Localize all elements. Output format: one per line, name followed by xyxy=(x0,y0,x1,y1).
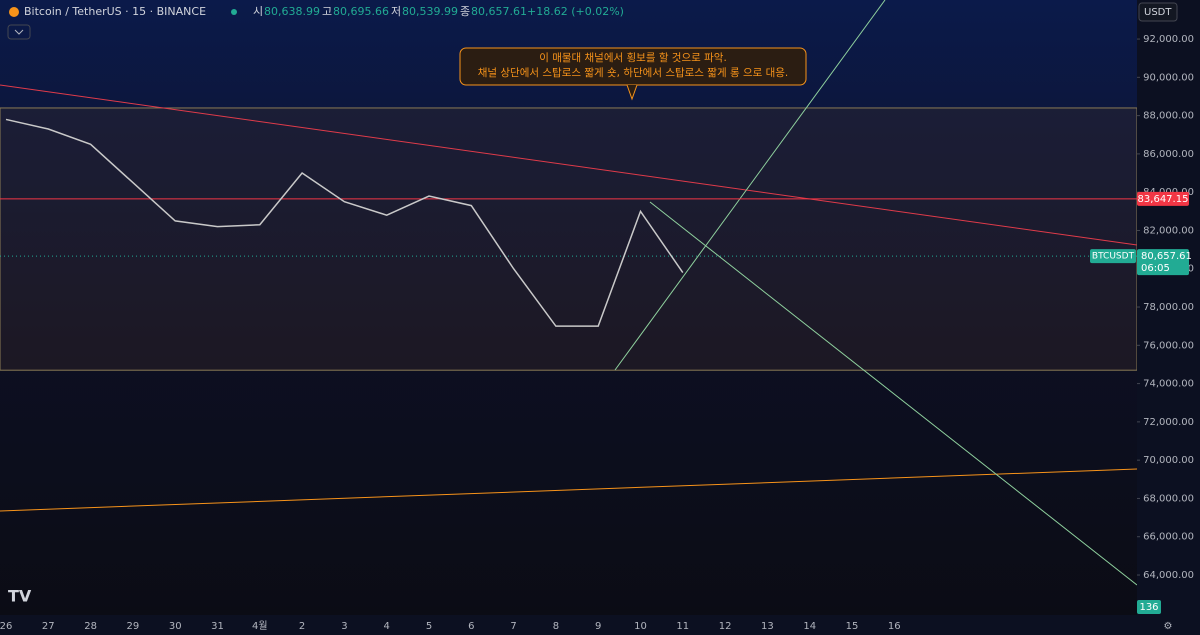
ohlc-label: 고 xyxy=(322,5,332,18)
price-badge-label: 80,657.61 xyxy=(1141,251,1192,262)
x-tick-label: 8 xyxy=(553,621,559,632)
trend-line xyxy=(0,84,1138,246)
trend-line xyxy=(0,468,1138,512)
y-tick-label: 88,000.00 xyxy=(1143,111,1194,122)
ohlc-value: 80,539.99 xyxy=(402,5,458,18)
price-badge xyxy=(1137,249,1189,276)
y-tick-label: 64,000.00 xyxy=(1143,570,1194,581)
symbol-badge-label: BTCUSDT xyxy=(1092,252,1135,262)
annotation: 채널 상단에서 스탑로스 짧게 숏, 하단에서 스탑로스 짧게 롱 으로 대응. xyxy=(478,66,789,79)
ohlc-value: 80,638.99 xyxy=(264,5,320,18)
price-axis xyxy=(1137,0,1200,635)
y-tick-label: 72,000.00 xyxy=(1143,417,1194,428)
status-dot xyxy=(231,9,237,15)
y-tick-label: 70,000.00 xyxy=(1143,455,1194,466)
x-tick-label: 26 xyxy=(0,621,12,632)
trend-line xyxy=(614,0,886,371)
x-tick-label: 27 xyxy=(42,621,55,632)
symbol-title: Bitcoin / TetherUS · 15 · BINANCE xyxy=(24,5,206,18)
collapse-button[interactable] xyxy=(7,24,31,40)
x-tick-label: 28 xyxy=(84,621,97,632)
x-tick-label: 30 xyxy=(169,621,182,632)
x-tick-label: 2 xyxy=(299,621,305,632)
logo: TV xyxy=(8,587,32,606)
volume-badge xyxy=(1137,600,1161,614)
ohlc-label: 저 xyxy=(391,5,401,18)
symbol-badge xyxy=(1090,249,1136,264)
currency-button[interactable] xyxy=(1138,2,1178,22)
price-line-series xyxy=(5,118,684,327)
ohlc-label: 종 xyxy=(460,5,470,18)
y-tick-label: 68,000.00 xyxy=(1143,493,1194,504)
price-badge xyxy=(1137,191,1189,206)
x-tick-label: 6 xyxy=(468,621,474,632)
y-tick-label: 66,000.00 xyxy=(1143,532,1194,543)
trend-line xyxy=(649,201,1138,586)
x-tick-label: 10 xyxy=(634,621,647,632)
x-tick-label: 14 xyxy=(803,621,816,632)
x-tick-label: 5 xyxy=(426,621,432,632)
price-badge-label: 83,647.15 xyxy=(1138,194,1189,205)
x-tick-label: 16 xyxy=(888,621,901,632)
channel-box xyxy=(0,107,1138,371)
y-tick-label: 82,000.00 xyxy=(1143,225,1194,236)
x-tick-label: 7 xyxy=(510,621,516,632)
y-tick-label: 76,000.00 xyxy=(1143,340,1194,351)
change: +18.62 (+0.02%) xyxy=(527,5,624,18)
ohlc-value: 80,657.61 xyxy=(471,5,527,18)
ohlc-label: 시 xyxy=(253,5,263,18)
volume-label: 136 xyxy=(1139,602,1158,613)
x-tick-label: 4월 xyxy=(252,620,268,632)
y-tick-label: 78,000.00 xyxy=(1143,302,1194,313)
x-tick-label: 11 xyxy=(676,621,689,632)
x-tick-label: 4 xyxy=(384,621,390,632)
countdown: 06:05 xyxy=(1141,263,1170,274)
annotation: 이 매물대 채널에서 횡보를 할 것으로 파악. xyxy=(539,51,727,64)
ohlc-value: 80,695.66 xyxy=(333,5,389,18)
x-tick-label: 31 xyxy=(211,621,224,632)
y-tick-label: 90,000.00 xyxy=(1143,72,1194,83)
x-tick-label: 3 xyxy=(341,621,347,632)
currency: USDT xyxy=(1144,7,1172,18)
settings-icon[interactable]: ⚙ xyxy=(1164,621,1173,632)
time-axis xyxy=(0,615,1137,635)
x-tick-label: 13 xyxy=(761,621,774,632)
x-tick-label: 12 xyxy=(719,621,732,632)
y-tick-label: 92,000.00 xyxy=(1143,34,1194,45)
chevron xyxy=(14,29,24,35)
annotation-pointer xyxy=(626,84,638,101)
y-tick-label: 86,000.00 xyxy=(1143,149,1194,160)
y-tick-label: 74,000.00 xyxy=(1143,379,1194,390)
symbol-icon xyxy=(9,7,19,17)
x-tick-label: 29 xyxy=(127,621,140,632)
x-tick-label: 15 xyxy=(846,621,859,632)
x-tick-label: 9 xyxy=(595,621,601,632)
ohlc: 시 80,638.99 고 80,695.66 저 80,539.99 종 80,657.61 xyxy=(253,5,527,18)
